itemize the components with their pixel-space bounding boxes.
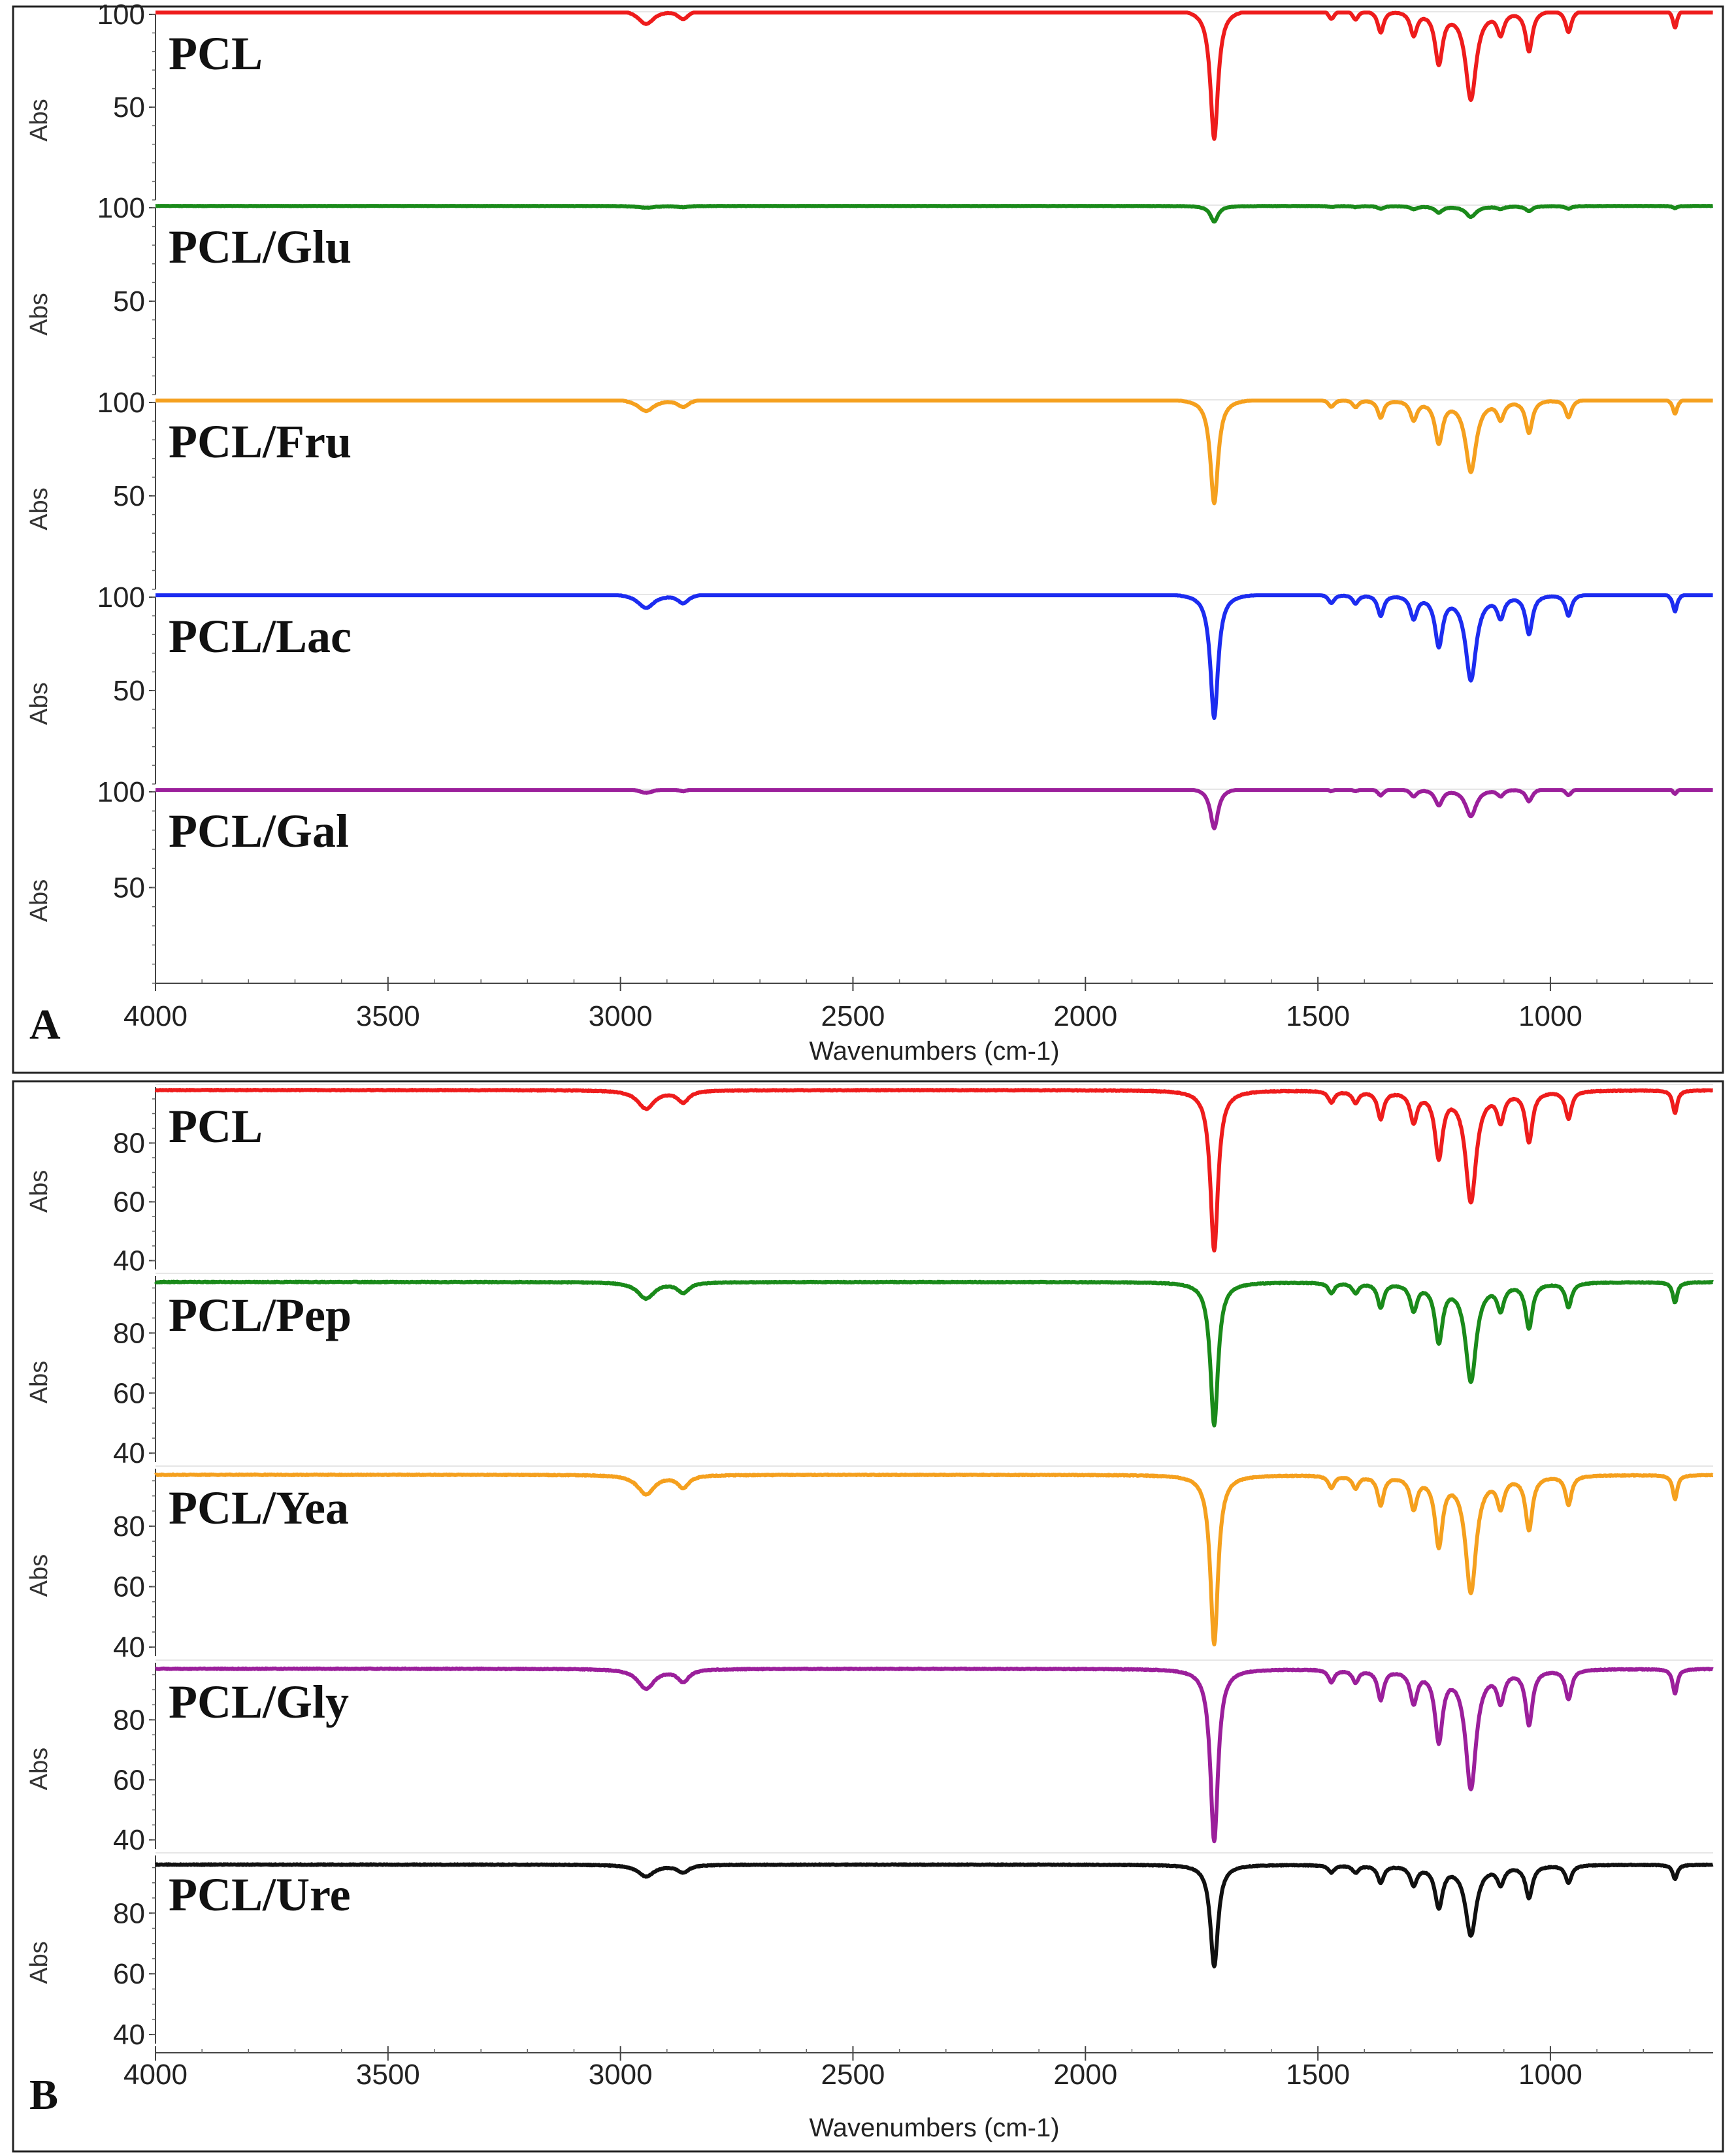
trace-label-pcl: PCL: [169, 27, 263, 80]
y-tick-label: 50: [113, 91, 145, 123]
spectrum-trace-pcl-gal: [154, 788, 1714, 830]
y-tick-label: 40: [113, 1824, 145, 1856]
panel-letter: A: [29, 1001, 61, 1049]
spectrum-trace-pcl-glu: [154, 204, 1714, 224]
spectrum-trace-pcl-pep: [154, 1279, 1714, 1428]
x-tick-label: 1000: [1518, 1000, 1582, 1032]
x-tick-label: 2000: [1053, 1000, 1117, 1032]
trace-label-pcl-pep: PCL/Pep: [169, 1289, 352, 1341]
panel-letter: B: [29, 2071, 58, 2119]
x-tick-label: 1000: [1518, 2059, 1582, 2091]
trace-label-pcl-gal: PCL/Gal: [169, 805, 349, 857]
strip-pcl: 50 100 Abs PCL: [25, 0, 1714, 201]
y-axis-label: Abs: [25, 99, 53, 141]
x-tick-label: 2500: [821, 1000, 885, 1032]
x-tick-label: 4000: [123, 2059, 188, 2091]
strip-pcl: 40 60 80 Abs PCL: [25, 1084, 1714, 1277]
y-tick-label: 60: [113, 1186, 145, 1218]
y-tick-label: 100: [97, 581, 145, 613]
y-tick-label: 80: [113, 1317, 145, 1349]
y-axis-label: Abs: [25, 1748, 53, 1790]
y-tick-label: 80: [113, 1128, 145, 1160]
y-axis-label: Abs: [25, 487, 53, 530]
trace-label-pcl-fru: PCL/Fru: [169, 416, 352, 468]
x-tick-label: 3000: [589, 1000, 653, 1032]
trace-label-pcl-glu: PCL/Glu: [169, 221, 352, 273]
strip-pcl-gal: 50 100 Abs PCL/Gal: [25, 776, 1714, 984]
x-tick-label: 3500: [356, 2059, 420, 2091]
y-tick-label: 60: [113, 1377, 145, 1409]
y-tick-label: 100: [97, 387, 145, 419]
y-tick-label: 100: [97, 0, 145, 31]
y-tick-label: 100: [97, 776, 145, 808]
panel-frame: [12, 5, 1724, 1074]
trace-label-pcl-ure: PCL/Ure: [169, 1869, 351, 1921]
spectrum-trace-pcl: [154, 10, 1714, 141]
x-tick-label: 3500: [356, 1000, 420, 1032]
y-tick-label: 80: [113, 1897, 145, 1929]
y-axis-label: Abs: [25, 1361, 53, 1403]
y-tick-label: 50: [113, 872, 145, 904]
y-tick-label: 50: [113, 286, 145, 318]
x-tick-label: 4000: [123, 1000, 188, 1032]
spectrum-trace-pcl-yea: [154, 1472, 1714, 1646]
trace-label-pcl-lac: PCL/Lac: [169, 610, 352, 662]
x-tick-label: 3000: [589, 2059, 653, 2091]
x-axis-label: Wavenumbers (cm-1): [809, 2114, 1059, 2142]
strip-pcl-gly: 40 60 80 Abs PCL/Gly: [25, 1659, 1714, 1856]
x-axis-label: Wavenumbers (cm-1): [809, 1037, 1059, 1066]
strip-pcl-lac: 50 100 Abs PCL/Lac: [25, 581, 1714, 785]
x-tick-label: 2000: [1053, 2059, 1117, 2091]
y-tick-label: 100: [97, 192, 145, 224]
y-axis-label: Abs: [25, 682, 53, 725]
spectrum-trace-pcl-lac: [154, 593, 1714, 720]
y-tick-label: 50: [113, 480, 145, 512]
y-tick-label: 50: [113, 675, 145, 707]
x-tick-label: 1500: [1286, 1000, 1350, 1032]
strip-pcl-pep: 40 60 80 Abs PCL/Pep: [25, 1273, 1714, 1469]
panel-a: 4000 3500 3000 2500 2000 1500 1000 Wavenumbers …: [12, 0, 1724, 1074]
strip-pcl-yea: 40 60 80 Abs PCL/Yea: [25, 1465, 1714, 1663]
panel-frame: [12, 1080, 1724, 2153]
trace-label-pcl-yea: PCL/Yea: [169, 1482, 349, 1534]
y-tick-label: 60: [113, 1571, 145, 1603]
y-tick-label: 40: [113, 1437, 145, 1469]
spectrum-trace-pcl: [154, 1088, 1714, 1253]
y-tick-label: 40: [113, 1631, 145, 1663]
y-tick-label: 40: [113, 2019, 145, 2051]
x-tick-label: 2500: [821, 2059, 885, 2091]
strip-pcl-fru: 50 100 Abs PCL/Fru: [25, 387, 1714, 590]
y-axis-label: Abs: [25, 879, 53, 922]
x-tick-label: 1500: [1286, 2059, 1350, 2091]
y-tick-label: 60: [113, 1958, 145, 1990]
y-axis-label: Abs: [25, 1170, 53, 1213]
strip-pcl-glu: 50 100 Abs PCL/Glu: [25, 192, 1714, 395]
y-tick-label: 80: [113, 1511, 145, 1543]
y-axis-label: Abs: [25, 293, 53, 335]
spectrum-trace-pcl-ure: [154, 1862, 1714, 1968]
y-tick-label: 80: [113, 1704, 145, 1736]
y-tick-label: 40: [113, 1245, 145, 1277]
spectrum-trace-pcl-gly: [154, 1666, 1714, 1844]
panel-b: 4000 3500 3000 2500 2000 1500 1000 Wavenumbers …: [12, 1080, 1724, 2153]
y-axis-label: Abs: [25, 1941, 53, 1984]
y-axis-label: Abs: [25, 1554, 53, 1597]
y-tick-label: 60: [113, 1764, 145, 1796]
strip-pcl-ure: 40 60 80 Abs PCL/Ure: [25, 1852, 1714, 2051]
spectrum-trace-pcl-fru: [154, 399, 1714, 506]
trace-label-pcl: PCL: [169, 1100, 263, 1152]
trace-label-pcl-gly: PCL/Gly: [169, 1676, 349, 1728]
